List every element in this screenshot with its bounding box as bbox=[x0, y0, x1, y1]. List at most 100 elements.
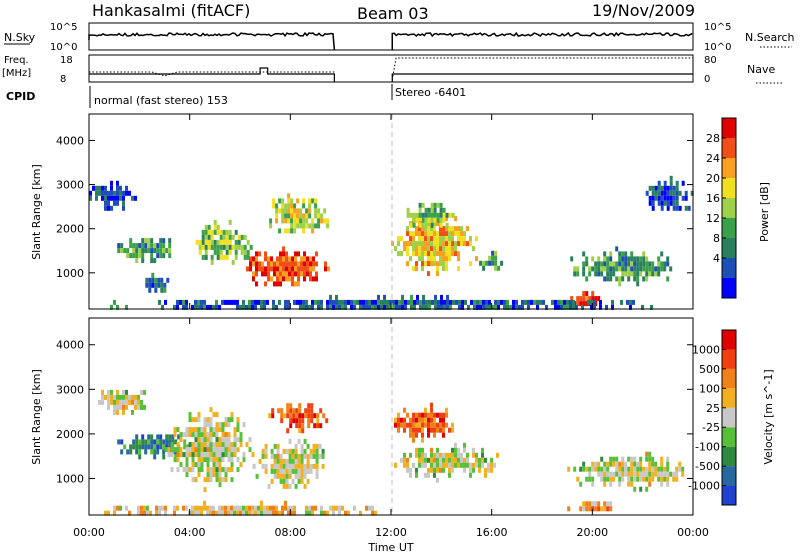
heatmap-cell bbox=[131, 195, 134, 201]
heatmap-cell bbox=[284, 299, 287, 305]
heatmap-cell bbox=[603, 476, 607, 482]
heatmap-cell bbox=[642, 466, 646, 472]
heatmap-cell bbox=[326, 218, 330, 224]
heatmap-cell bbox=[415, 432, 418, 438]
heatmap-cell bbox=[303, 271, 306, 277]
heatmap-cell bbox=[295, 413, 299, 419]
y-tick-label: 2000 bbox=[56, 428, 84, 441]
heatmap-cell bbox=[606, 476, 610, 482]
heatmap-cell bbox=[173, 304, 176, 310]
heatmap-cell bbox=[263, 299, 266, 305]
heatmap-cell bbox=[280, 413, 284, 419]
heatmap-cell bbox=[389, 299, 392, 305]
heatmap-cell bbox=[245, 442, 249, 448]
heatmap-cell bbox=[681, 180, 685, 186]
heatmap-cell bbox=[125, 304, 128, 310]
heatmap-cell bbox=[194, 462, 198, 468]
heatmap-cell bbox=[303, 483, 307, 489]
heatmap-cell bbox=[89, 195, 92, 201]
heatmap-cell bbox=[156, 243, 160, 249]
heatmap-cell bbox=[188, 412, 192, 418]
heatmap-cell bbox=[439, 467, 442, 473]
heatmap-cell bbox=[460, 462, 463, 468]
heatmap-cell bbox=[660, 461, 664, 467]
heatmap-cell bbox=[126, 449, 130, 455]
heatmap-cell bbox=[160, 277, 164, 283]
heatmap-cell bbox=[307, 408, 311, 414]
heatmap-cell bbox=[198, 244, 202, 250]
heatmap-cell bbox=[621, 476, 625, 482]
heatmap-cell bbox=[500, 260, 504, 266]
heatmap-cell bbox=[660, 205, 664, 211]
heatmap-cell bbox=[433, 256, 436, 262]
heatmap-cell bbox=[290, 223, 294, 229]
heatmap-cell bbox=[636, 281, 640, 287]
heatmap-cell bbox=[153, 439, 157, 445]
heatmap-cell bbox=[327, 266, 330, 272]
heatmap-cell bbox=[107, 389, 110, 395]
heatmap-cell bbox=[270, 266, 273, 272]
heatmap-cell bbox=[469, 462, 472, 468]
heatmap-cell bbox=[270, 468, 274, 474]
heatmap-cell bbox=[551, 299, 554, 305]
heatmap-cell bbox=[430, 452, 433, 458]
heatmap-cell bbox=[287, 198, 291, 204]
heatmap-cell bbox=[287, 193, 291, 199]
heatmap-cell bbox=[494, 265, 498, 271]
heatmap-cell bbox=[288, 453, 292, 459]
heatmap-cell bbox=[293, 218, 297, 224]
heatmap-cell bbox=[518, 304, 521, 310]
heatmap-cell bbox=[215, 472, 219, 478]
heatmap-cell bbox=[445, 462, 448, 468]
heatmap-cell bbox=[448, 256, 451, 262]
heatmap-cell bbox=[645, 466, 649, 472]
heatmap-cell bbox=[225, 254, 229, 260]
heatmap-cell bbox=[230, 467, 234, 473]
heatmap-cell bbox=[684, 190, 688, 196]
x-axis-label: Time UT bbox=[367, 541, 413, 554]
heatmap-cell bbox=[137, 404, 140, 410]
heatmap-cell bbox=[297, 438, 301, 444]
nave-trace bbox=[89, 57, 693, 81]
heatmap-cell bbox=[242, 299, 245, 305]
heatmap-cell bbox=[218, 442, 222, 448]
heatmap-cell bbox=[609, 501, 613, 507]
heatmap-cell bbox=[424, 407, 427, 413]
heatmap-cell bbox=[457, 236, 460, 242]
heatmap-cell bbox=[618, 481, 622, 487]
heatmap-cell bbox=[286, 403, 290, 409]
heatmap-cell bbox=[266, 299, 269, 305]
heatmap-cell bbox=[397, 417, 400, 423]
heatmap-cell bbox=[135, 248, 139, 254]
freq-tick-bottom: 8 bbox=[60, 74, 66, 85]
heatmap-cell bbox=[371, 505, 374, 511]
heatmap-cell bbox=[119, 394, 122, 400]
heatmap-cell bbox=[234, 249, 238, 255]
heatmap-cell bbox=[599, 304, 602, 310]
heatmap-cell bbox=[128, 399, 131, 405]
heatmap-cell bbox=[433, 207, 437, 213]
heatmap-cell bbox=[297, 271, 300, 277]
heatmap-cell bbox=[678, 190, 682, 196]
heatmap-cell bbox=[191, 510, 194, 516]
heatmap-cell bbox=[594, 466, 598, 472]
heatmap-cell bbox=[344, 299, 347, 305]
heatmap-cell bbox=[588, 476, 592, 482]
heatmap-cell bbox=[301, 418, 305, 424]
heatmap-cell bbox=[633, 466, 637, 472]
heatmap-cell bbox=[433, 412, 436, 418]
heatmap-cell bbox=[230, 417, 234, 423]
heatmap-cell bbox=[412, 422, 415, 428]
heatmap-cell bbox=[684, 205, 688, 211]
heatmap-cell bbox=[406, 251, 409, 257]
colorbar-swatch bbox=[722, 238, 736, 258]
heatmap-cell bbox=[454, 452, 457, 458]
heatmap-cell bbox=[303, 256, 306, 262]
heatmap-cell bbox=[669, 180, 673, 186]
colorbar-swatch bbox=[722, 138, 736, 158]
heatmap-cell bbox=[621, 256, 625, 262]
heatmap-cell bbox=[618, 476, 622, 482]
heatmap-cell bbox=[451, 251, 454, 257]
heatmap-cell bbox=[308, 198, 312, 204]
heatmap-cell bbox=[227, 467, 231, 473]
